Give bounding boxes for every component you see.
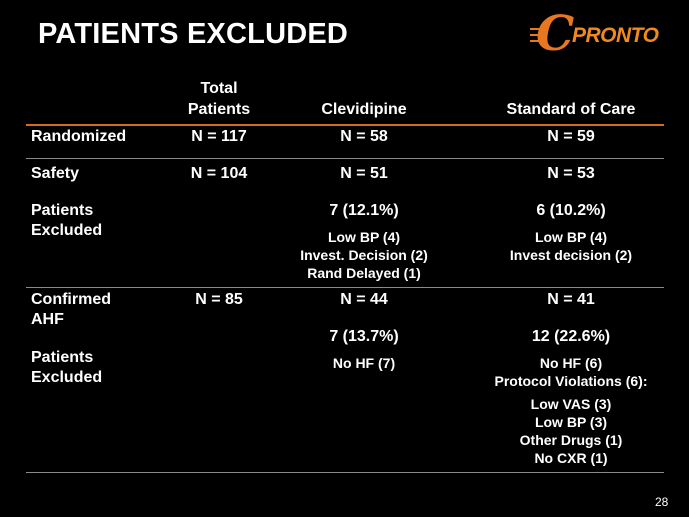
safety-excluded-clevidipine: 7 (12.1%) [329, 202, 399, 219]
header-total-line1: Total [200, 80, 238, 97]
row-label-confirmed-ahf-line1: Confirmed [31, 291, 111, 308]
ahf-excluded-soc-reason: No HF (6) [539, 355, 603, 371]
logo-speed-line [530, 28, 544, 30]
row-label-patients-excluded-line1: Patients [31, 202, 94, 219]
safety-excluded-clevidipine-reason: Low BP (4) [327, 229, 401, 245]
confirmed-clevidipine: N = 44 [340, 291, 388, 308]
table-bottom-rule [26, 472, 664, 473]
safety-excluded-clevidipine-reason: Rand Delayed (1) [307, 265, 421, 281]
safety-clevidipine: N = 51 [340, 165, 388, 182]
page-number: 28 [655, 495, 669, 509]
row-label-randomized: Randomized [31, 128, 127, 145]
safety-excluded-clevidipine-reason: Invest. Decision (2) [300, 247, 428, 263]
row-divider [26, 287, 664, 288]
row-label-ahf-excluded-line2: Excluded [31, 369, 103, 386]
pronto-logo: C PRONTO [530, 10, 672, 60]
slide-title: PATIENTS EXCLUDED [38, 18, 349, 50]
safety-total: N = 104 [190, 165, 248, 182]
logo-letter: C [536, 6, 575, 62]
randomized-total: N = 117 [191, 128, 247, 145]
confirmed-soc: N = 41 [547, 291, 595, 308]
row-label-safety: Safety [31, 165, 80, 182]
logo-word: PRONTO [572, 24, 659, 47]
ahf-excluded-soc-reason: Protocol Violations (6): [494, 373, 648, 389]
safety-excluded-soc-reason: Invest decision (2) [509, 247, 633, 263]
row-label-confirmed-ahf-line2: AHF [31, 311, 64, 328]
logo-speed-line [530, 40, 544, 42]
row-divider [26, 158, 664, 159]
confirmed-total: N = 85 [195, 291, 243, 308]
row-label-ahf-excluded-line1: Patients [31, 349, 94, 366]
ahf-excluded-clevidipine: 7 (13.7%) [329, 328, 399, 345]
safety-soc: N = 53 [547, 165, 595, 182]
randomized-soc: N = 59 [547, 128, 595, 145]
ahf-excluded-soc-violation: Low VAS (3) [530, 396, 612, 412]
header-rule [26, 124, 664, 126]
safety-excluded-soc-reason: Low BP (4) [534, 229, 608, 245]
logo-speed-line [530, 34, 540, 36]
header-total-line2: Patients [187, 101, 251, 118]
safety-excluded-soc: 6 (10.2%) [536, 202, 606, 219]
header-standard-of-care: Standard of Care [506, 101, 636, 118]
randomized-clevidipine: N = 58 [340, 128, 388, 145]
ahf-excluded-clevidipine-reason: No HF (7) [332, 355, 396, 371]
ahf-excluded-soc-violation: Low BP (3) [534, 414, 608, 430]
ahf-excluded-soc-violation: Other Drugs (1) [519, 432, 623, 448]
header-clevidipine: Clevidipine [321, 101, 407, 118]
ahf-excluded-soc-violation: No CXR (1) [534, 450, 608, 466]
row-label-patients-excluded-line2: Excluded [31, 222, 103, 239]
ahf-excluded-soc: 12 (22.6%) [531, 328, 611, 345]
